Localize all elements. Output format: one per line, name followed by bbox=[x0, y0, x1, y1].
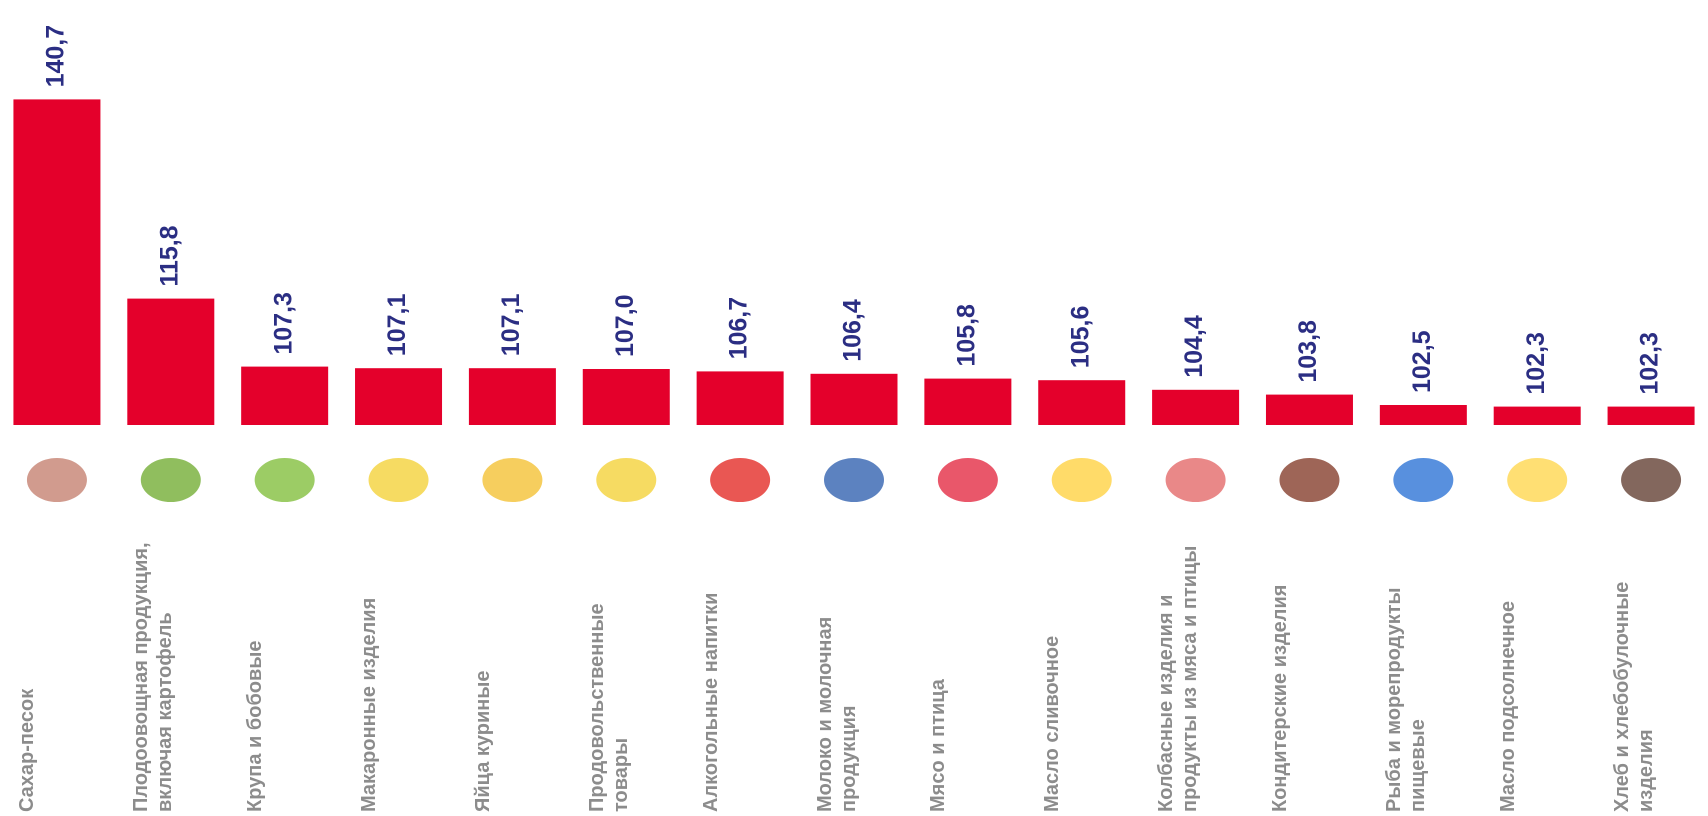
category-label: Крупа и бобовые bbox=[243, 532, 267, 812]
bar bbox=[583, 369, 670, 425]
icon bbox=[824, 458, 884, 502]
bar bbox=[1152, 390, 1239, 425]
category-label: Продовольственные товары bbox=[585, 532, 633, 812]
icon bbox=[1621, 458, 1681, 502]
value-label: 103,8 bbox=[1294, 320, 1322, 383]
icon bbox=[1393, 458, 1453, 502]
value-label: 107,0 bbox=[611, 294, 639, 357]
bar bbox=[924, 379, 1011, 425]
value-label: 102,3 bbox=[1636, 332, 1664, 395]
value-label: 104,4 bbox=[1180, 315, 1208, 378]
value-label: 105,6 bbox=[1066, 306, 1094, 369]
bar bbox=[469, 368, 556, 425]
icon bbox=[255, 458, 315, 502]
value-label: 106,4 bbox=[839, 299, 867, 362]
value-label: 102,5 bbox=[1408, 330, 1436, 393]
category-label: Хлеб и хлебобулочные изделия bbox=[1610, 532, 1658, 812]
category-label: Яйца куриные bbox=[471, 532, 495, 812]
bar bbox=[127, 299, 214, 425]
bar bbox=[1038, 380, 1125, 425]
value-label: 107,1 bbox=[497, 294, 525, 357]
icon bbox=[596, 458, 656, 502]
category-label: Макаронные изделия bbox=[357, 532, 381, 812]
value-label: 107,3 bbox=[269, 292, 297, 355]
bar bbox=[1494, 407, 1581, 425]
category-label: Сахар-песок bbox=[15, 532, 39, 812]
category-label: Масло подсолнечное bbox=[1496, 532, 1520, 812]
icon bbox=[1507, 458, 1567, 502]
bar bbox=[355, 368, 442, 425]
category-label: Колбасные изделия и продукты из мяса и п… bbox=[1154, 532, 1202, 812]
icon bbox=[141, 458, 201, 502]
category-label: Плодоовощная продукция, включая картофел… bbox=[129, 532, 177, 812]
category-label: Алкогольные напитки bbox=[699, 532, 723, 812]
value-label: 115,8 bbox=[155, 225, 183, 286]
bar bbox=[1380, 405, 1467, 425]
icon bbox=[1052, 458, 1112, 502]
value-label: 107,1 bbox=[383, 294, 411, 357]
bar bbox=[241, 367, 328, 425]
icon bbox=[710, 458, 770, 502]
value-label: 106,7 bbox=[725, 297, 753, 360]
value-label: 102,3 bbox=[1522, 332, 1550, 395]
category-label: Масло сливочное bbox=[1040, 532, 1064, 812]
category-label: Мясо и птица bbox=[926, 532, 950, 812]
icon bbox=[27, 458, 87, 502]
category-label: Молоко и молочная продукция bbox=[813, 532, 861, 812]
bar bbox=[1266, 395, 1353, 425]
bar bbox=[13, 99, 100, 425]
category-label: Рыба и морепродукты пищевые bbox=[1382, 532, 1430, 812]
icon bbox=[938, 458, 998, 502]
category-label: Кондитерские изделия bbox=[1268, 532, 1292, 812]
icon bbox=[1279, 458, 1339, 502]
icon bbox=[482, 458, 542, 502]
value-label: 105,8 bbox=[952, 304, 980, 367]
bar bbox=[1608, 407, 1695, 425]
bar bbox=[697, 371, 784, 425]
chart: 140,7 115,8 107,3 107,1 107,1 107,0 106,7 106,4… bbox=[0, 0, 1708, 816]
value-label: 140,7 bbox=[42, 25, 70, 88]
icon bbox=[1166, 458, 1226, 502]
bar bbox=[811, 374, 898, 425]
icon bbox=[369, 458, 429, 502]
